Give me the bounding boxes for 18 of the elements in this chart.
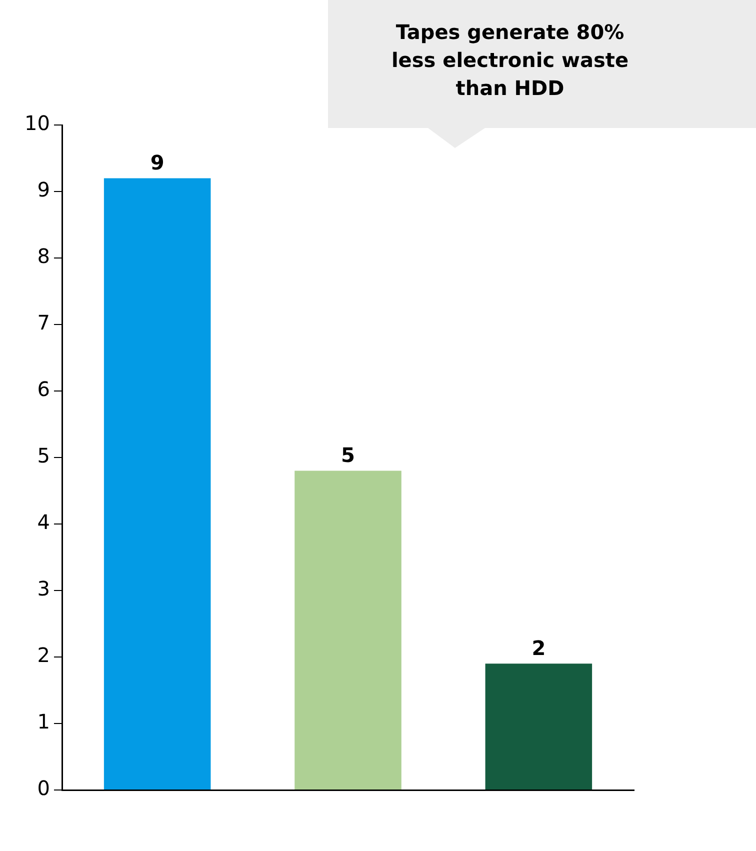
y-tick-label: 2 [37,643,50,668]
bar [294,470,402,790]
y-tick-label: 7 [37,310,50,335]
y-tick-label: 9 [37,178,50,202]
bar [104,178,211,790]
y-tick-label: 1 [37,710,50,734]
text: Tapes generate 80% less electronic waste than HDD [390,19,630,102]
data-label: 9 [150,150,164,174]
y-tick-label: 0 [37,776,50,800]
y-tick-label: 3 [37,576,50,601]
y-tick-label: 8 [37,244,50,268]
y-tick-label: 4 [37,510,50,534]
y-tick-label: 10 [24,111,50,136]
bar [485,664,592,790]
y-tick-label: 5 [37,444,50,468]
y-tick-label: 6 [37,377,50,402]
data-label: 5 [341,443,355,468]
data-label: 2 [532,636,546,660]
